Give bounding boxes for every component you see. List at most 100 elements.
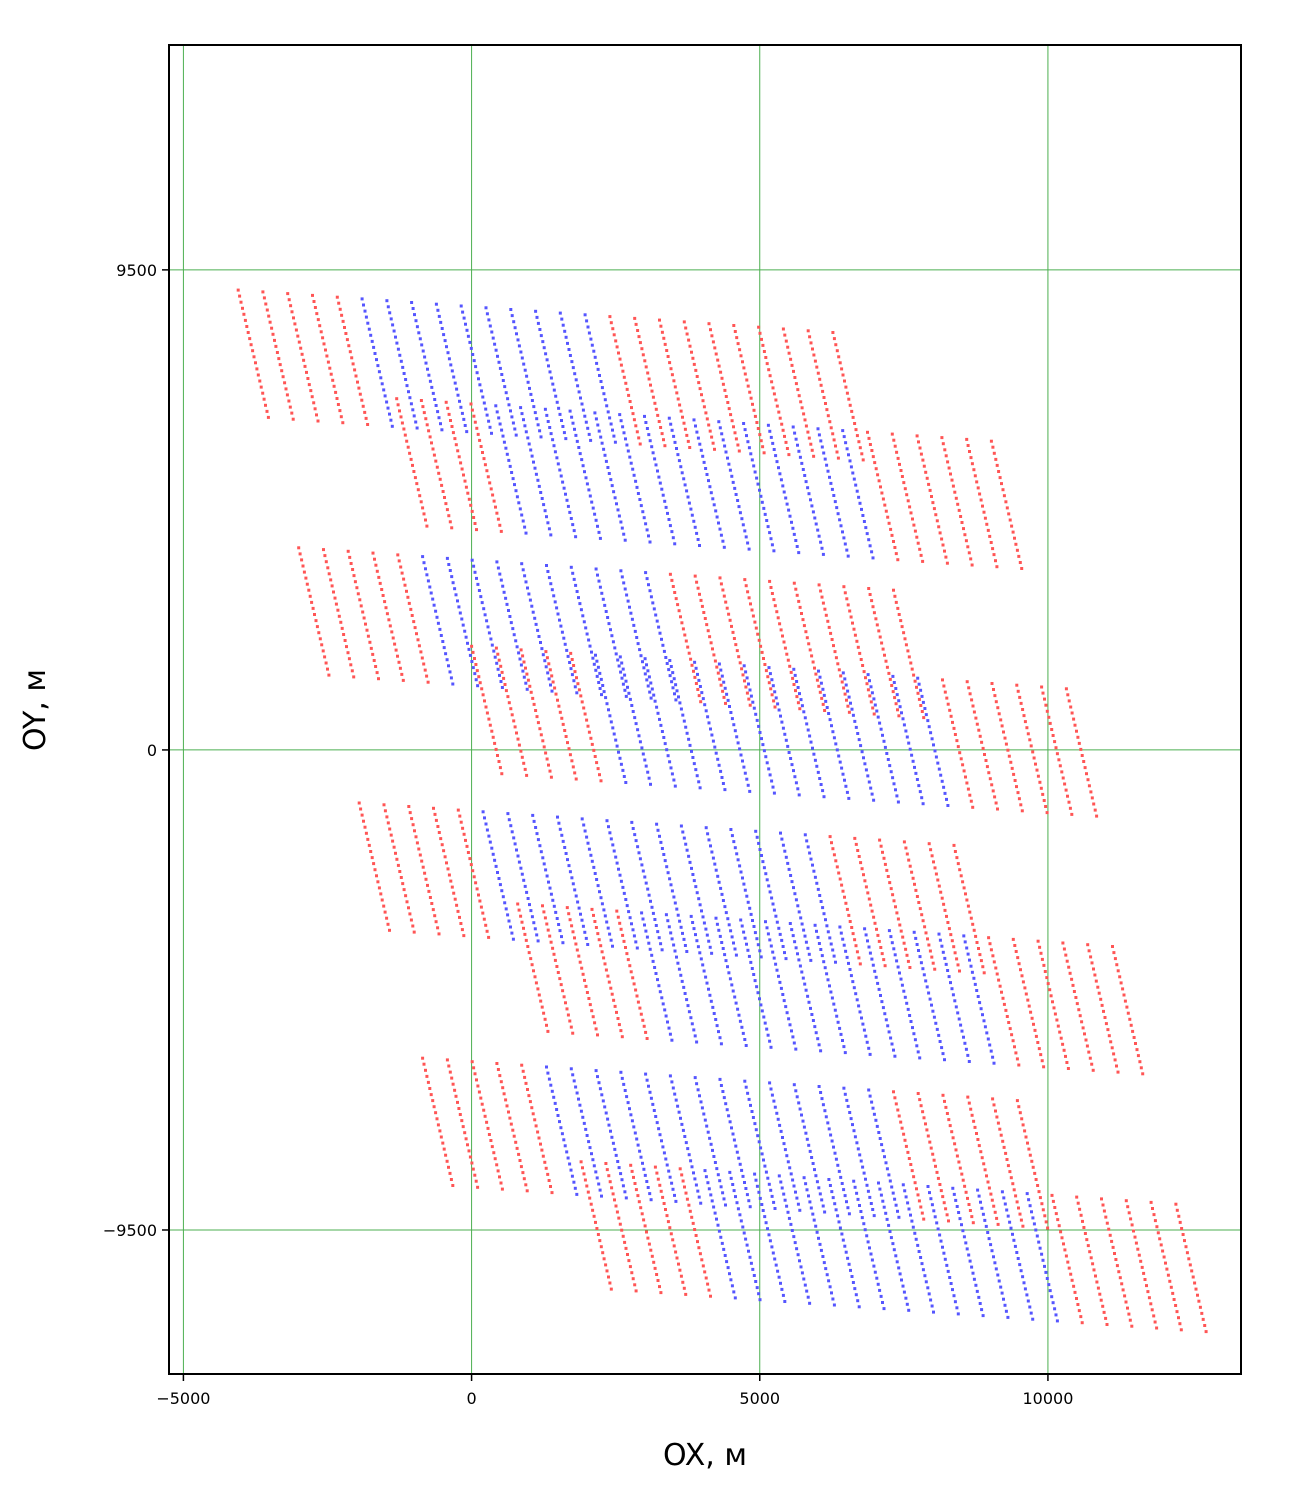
receiver-point — [579, 694, 583, 698]
source-point — [609, 478, 613, 482]
source-point — [1037, 1240, 1041, 1244]
source-point — [874, 1118, 878, 1122]
source-point — [677, 695, 680, 699]
source-point — [636, 845, 640, 849]
receiver-point — [737, 655, 741, 659]
source-point — [700, 1106, 704, 1110]
receiver-point — [478, 438, 482, 442]
receiver-point — [548, 668, 552, 672]
receiver-point — [911, 517, 914, 521]
receiver-point — [327, 673, 331, 677]
source-point — [507, 403, 511, 407]
source-point — [942, 1251, 946, 1255]
source-point — [620, 1076, 624, 1080]
receiver-point — [362, 616, 366, 620]
source-point — [886, 1024, 890, 1028]
source-point — [795, 1247, 799, 1251]
source-point — [825, 924, 829, 928]
source-point — [706, 1130, 710, 1134]
receiver-point — [1041, 691, 1045, 695]
source-point — [1054, 1313, 1058, 1317]
receiver-point — [794, 587, 798, 591]
source-point — [577, 390, 581, 394]
source-point — [981, 1013, 984, 1017]
source-point — [785, 502, 789, 506]
receiver-point — [454, 1094, 458, 1098]
source-point — [803, 1283, 807, 1287]
receiver-point — [605, 1168, 609, 1172]
receiver-point — [836, 456, 840, 460]
receiver-point — [870, 449, 874, 452]
source-point — [819, 1248, 823, 1252]
receiver-point — [828, 420, 832, 424]
source-point — [463, 629, 467, 633]
source-point — [752, 1274, 756, 1277]
receiver-point — [547, 763, 550, 767]
source-point — [482, 607, 486, 611]
receiver-point — [861, 458, 865, 462]
source-point — [825, 972, 829, 976]
source-point — [895, 959, 899, 963]
receiver-point — [561, 989, 565, 993]
receiver-point — [285, 393, 289, 397]
source-point — [577, 596, 580, 600]
source-point — [651, 911, 655, 915]
source-point — [604, 1111, 608, 1115]
receiver-point — [487, 1133, 491, 1136]
source-point — [817, 942, 821, 945]
source-point — [805, 722, 809, 726]
source-point — [593, 355, 597, 359]
source-point — [781, 1293, 785, 1297]
receiver-point — [433, 914, 437, 918]
receiver-point — [979, 498, 983, 502]
source-point — [611, 726, 615, 730]
source-point — [664, 1157, 668, 1161]
receiver-point — [614, 339, 618, 343]
receiver-point — [573, 936, 576, 940]
receiver-point — [411, 823, 415, 827]
source-point — [915, 778, 919, 781]
receiver-point — [318, 637, 322, 641]
receiver-point — [1027, 1004, 1031, 1008]
receiver-point — [799, 400, 803, 404]
receiver-point — [918, 446, 922, 450]
receiver-point — [375, 569, 379, 573]
receiver-point — [544, 650, 548, 654]
receiver-point — [1085, 1238, 1089, 1242]
source-point — [745, 894, 749, 898]
receiver-point — [383, 809, 387, 813]
receiver-point — [613, 1198, 616, 1202]
receiver-point — [1087, 784, 1091, 788]
receiver-point — [423, 871, 427, 875]
receiver-point — [848, 403, 852, 407]
source-point — [790, 928, 794, 932]
receiver-point — [926, 937, 929, 941]
source-point — [650, 445, 654, 449]
receiver-point — [383, 600, 387, 604]
source-point — [802, 1176, 806, 1180]
receiver-point — [909, 1163, 913, 1166]
receiver-point — [767, 368, 771, 372]
receiver-point — [967, 1101, 971, 1105]
source-point — [504, 446, 508, 450]
source-point — [904, 729, 908, 733]
source-point — [801, 976, 805, 980]
receiver-point — [820, 696, 824, 700]
receiver-point — [1002, 494, 1006, 498]
source-point — [847, 961, 850, 965]
receiver-point — [1111, 945, 1114, 948]
receiver-point — [727, 612, 731, 616]
source-point — [699, 1201, 703, 1205]
source-point — [752, 925, 756, 928]
receiver-point — [942, 1201, 946, 1205]
source-point — [722, 545, 726, 549]
source-point — [944, 962, 948, 966]
source-point — [826, 1121, 830, 1125]
source-point — [769, 944, 773, 948]
source-point — [977, 1295, 981, 1299]
source-point — [675, 955, 678, 959]
source-point — [566, 504, 570, 508]
source-point — [656, 828, 660, 832]
source-point — [638, 857, 642, 861]
receiver-point — [474, 881, 478, 885]
